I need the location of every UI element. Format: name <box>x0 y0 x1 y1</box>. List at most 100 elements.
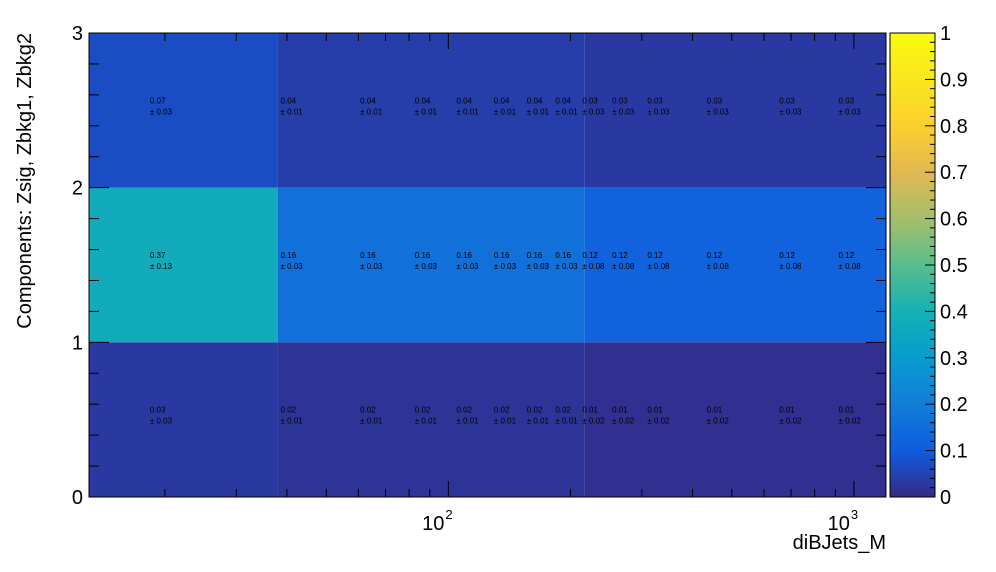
y-axis-label: Components: Zsig, Zbkg1, Zbkg2 <box>14 33 36 329</box>
cell-value-label: 0.04 <box>555 96 571 105</box>
x-tick-label-exponent: 3 <box>851 507 858 522</box>
y-tick-label: 1 <box>72 332 83 354</box>
cell-labels: 0.03 ± 0.03 0.37 ± 0.13 0.07 ± 0.03 0.02 ± 0.01… <box>150 96 861 425</box>
heatmap-cell <box>277 187 585 343</box>
cell-value-label: 0.12 <box>707 251 723 260</box>
cell-value-label: 0.03 <box>839 96 855 105</box>
cell-value-label: 0.03 <box>612 96 628 105</box>
heatmap-cell <box>584 187 886 343</box>
colorbar-tick-label: 0.1 <box>940 441 968 463</box>
colorbar-tick-label: 0.9 <box>940 69 968 91</box>
cell-error-label: ± 0.02 <box>647 417 670 426</box>
cell-error-label: ± 0.03 <box>281 262 304 271</box>
cell-error-label: ± 0.01 <box>494 417 517 426</box>
cell-error-label: ± 0.08 <box>779 262 802 271</box>
x-axis: 10 2 10 3 <box>164 33 858 535</box>
cell-value-label: 0.04 <box>494 96 510 105</box>
cell-error-label: ± 0.03 <box>555 262 578 271</box>
cell-error-label: ± 0.03 <box>647 107 670 116</box>
cell-error-label: ± 0.03 <box>415 262 438 271</box>
cell-error-label: ± 0.03 <box>150 417 173 426</box>
cell-error-label: ± 0.08 <box>707 262 730 271</box>
cell-value-label: 0.16 <box>527 251 543 260</box>
x-tick-label-base: 10 <box>828 513 850 535</box>
cell-error-label: ± 0.01 <box>494 107 517 116</box>
cell-error-label: ± 0.03 <box>360 262 383 271</box>
cell-value-label: 0.03 <box>150 406 166 415</box>
heatmap-cell <box>277 33 585 188</box>
cell-value-label: 0.04 <box>527 96 543 105</box>
cell-error-label: ± 0.01 <box>281 107 304 116</box>
cell-error-label: ± 0.01 <box>415 107 438 116</box>
y-tick-label: 0 <box>72 487 83 509</box>
cell-error-label: ± 0.08 <box>612 262 635 271</box>
heatmap-cell <box>277 342 585 497</box>
cell-value-label: 0.01 <box>612 406 628 415</box>
y-tick-label: 2 <box>72 178 83 200</box>
x-tick-label-exponent: 2 <box>445 507 452 522</box>
cell-value-label: 0.12 <box>582 251 598 260</box>
cell-error-label: ± 0.01 <box>527 107 550 116</box>
cell-value-label: 0.01 <box>707 406 723 415</box>
cell-value-label: 0.02 <box>415 406 431 415</box>
cell-value-label: 0.12 <box>839 251 855 260</box>
cell-value-label: 0.04 <box>360 96 376 105</box>
colorbar-tick-label: 0.5 <box>940 255 968 277</box>
cell-value-label: 0.03 <box>647 96 663 105</box>
cell-error-label: ± 0.03 <box>494 262 517 271</box>
cell-error-label: ± 0.01 <box>555 417 578 426</box>
x-tick-label-base: 10 <box>422 513 444 535</box>
cell-value-label: 0.04 <box>456 96 472 105</box>
cell-value-label: 0.02 <box>456 406 472 415</box>
cell-value-label: 0.16 <box>494 251 510 260</box>
cell-error-label: ± 0.03 <box>707 107 730 116</box>
cell-value-label: 0.16 <box>360 251 376 260</box>
cell-value-label: 0.12 <box>647 251 663 260</box>
cell-value-label: 0.16 <box>281 251 297 260</box>
cell-error-label: ± 0.08 <box>839 262 862 271</box>
cell-error-label: ± 0.03 <box>582 107 605 116</box>
cell-error-label: ± 0.03 <box>779 107 802 116</box>
cell-value-label: 0.01 <box>647 406 663 415</box>
heatmap-cell <box>89 342 278 497</box>
cell-value-label: 0.04 <box>281 96 297 105</box>
cell-value-label: 0.01 <box>582 406 598 415</box>
cell-error-label: ± 0.02 <box>612 417 635 426</box>
cell-error-label: ± 0.13 <box>150 262 173 271</box>
cell-error-label: ± 0.03 <box>527 262 550 271</box>
cell-error-label: ± 0.03 <box>456 262 479 271</box>
cell-value-label: 0.03 <box>707 96 723 105</box>
cell-value-label: 0.01 <box>839 406 855 415</box>
cell-value-label: 0.02 <box>555 406 571 415</box>
colorbar-tick-label: 0.7 <box>940 162 968 184</box>
cell-error-label: ± 0.08 <box>647 262 670 271</box>
cell-error-label: ± 0.01 <box>415 417 438 426</box>
colorbar-tick-label: 0.3 <box>940 348 968 370</box>
cell-error-label: ± 0.01 <box>555 107 578 116</box>
cell-error-label: ± 0.01 <box>360 417 383 426</box>
cell-error-label: ± 0.03 <box>839 107 862 116</box>
colorbar-axis: 0 0.1 0.2 0.3 0.4 0.5 0.6 0.7 0.8 0.9 1 <box>925 23 968 509</box>
cell-error-label: ± 0.01 <box>456 107 479 116</box>
heatmap-cell <box>89 33 278 188</box>
cell-value-label: 0.37 <box>150 251 166 260</box>
cell-value-label: 0.16 <box>415 251 431 260</box>
cell-error-label: ± 0.01 <box>527 417 550 426</box>
y-tick-label: 3 <box>72 23 83 45</box>
cell-value-label: 0.07 <box>150 96 166 105</box>
cell-value-label: 0.03 <box>779 96 795 105</box>
heatmap-cells <box>89 33 886 497</box>
cell-value-label: 0.16 <box>555 251 571 260</box>
cell-value-label: 0.02 <box>527 406 543 415</box>
heatmap-cell <box>584 33 886 188</box>
cell-error-label: ± 0.02 <box>582 417 605 426</box>
cell-value-label: 0.01 <box>779 406 795 415</box>
cell-value-label: 0.12 <box>612 251 628 260</box>
cell-error-label: ± 0.02 <box>839 417 862 426</box>
cell-error-label: ± 0.02 <box>707 417 730 426</box>
cell-error-label: ± 0.01 <box>456 417 479 426</box>
cell-error-label: ± 0.03 <box>612 107 635 116</box>
heatmap-cell <box>89 187 278 343</box>
colorbar-tick-label: 0.2 <box>940 394 968 416</box>
